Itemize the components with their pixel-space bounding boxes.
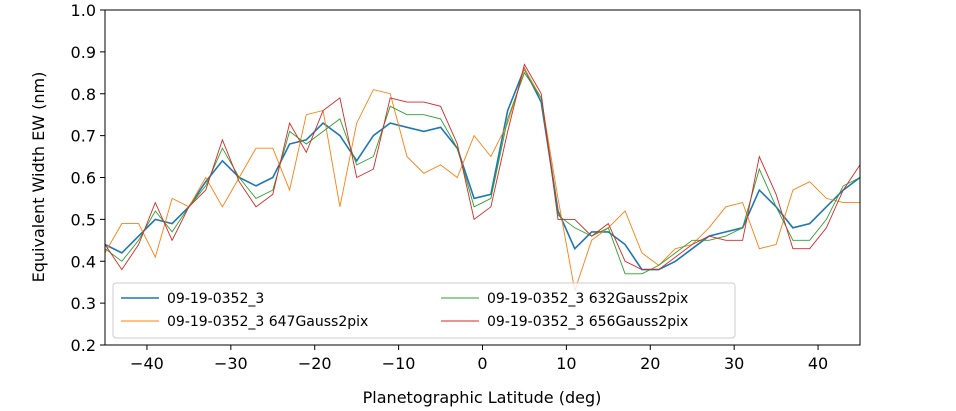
x-tick-label: 20 bbox=[640, 354, 660, 373]
series-line bbox=[104, 63, 861, 271]
y-tick-label: 0.5 bbox=[71, 210, 96, 229]
y-tick-label: 0.8 bbox=[71, 85, 96, 104]
y-tick-label: 1.0 bbox=[71, 1, 96, 20]
x-tick-label: −10 bbox=[382, 354, 416, 373]
y-tick-label: 0.6 bbox=[71, 169, 96, 188]
x-tick-label: 40 bbox=[808, 354, 828, 373]
series-line bbox=[104, 71, 861, 275]
legend-label: 09-19-0352_3 647Gauss2pix bbox=[167, 314, 368, 330]
x-axis-label: Planetographic Latitude (deg) bbox=[363, 388, 602, 407]
x-tick-label: −30 bbox=[214, 354, 248, 373]
x-tick-label: 10 bbox=[556, 354, 576, 373]
y-tick-label: 0.7 bbox=[71, 127, 96, 146]
y-tick-label: 0.4 bbox=[71, 252, 96, 271]
x-tick-label: −20 bbox=[298, 354, 332, 373]
y-tick-label: 0.2 bbox=[71, 336, 96, 355]
series-line bbox=[104, 67, 860, 291]
x-tick-label: −40 bbox=[130, 354, 164, 373]
series-line bbox=[104, 66, 861, 271]
y-tick-label: 0.3 bbox=[71, 294, 96, 313]
y-tick-label: 0.9 bbox=[71, 43, 96, 62]
legend-label: 09-19-0352_3 bbox=[167, 291, 264, 307]
plot-frame bbox=[104, 9, 861, 346]
legend-label: 09-19-0352_3 656Gauss2pix bbox=[487, 314, 688, 330]
legend: 09-19-0352_3 09-19-0352_3 647Gauss2pix 09-… bbox=[112, 282, 736, 339]
legend-box bbox=[112, 282, 736, 339]
legend-label: 09-19-0352_3 632Gauss2pix bbox=[487, 291, 688, 307]
x-tick-label: 0 bbox=[477, 354, 487, 373]
x-tick-label: 30 bbox=[724, 354, 744, 373]
y-axis-label: Equivalent Width EW (nm) bbox=[29, 72, 48, 283]
